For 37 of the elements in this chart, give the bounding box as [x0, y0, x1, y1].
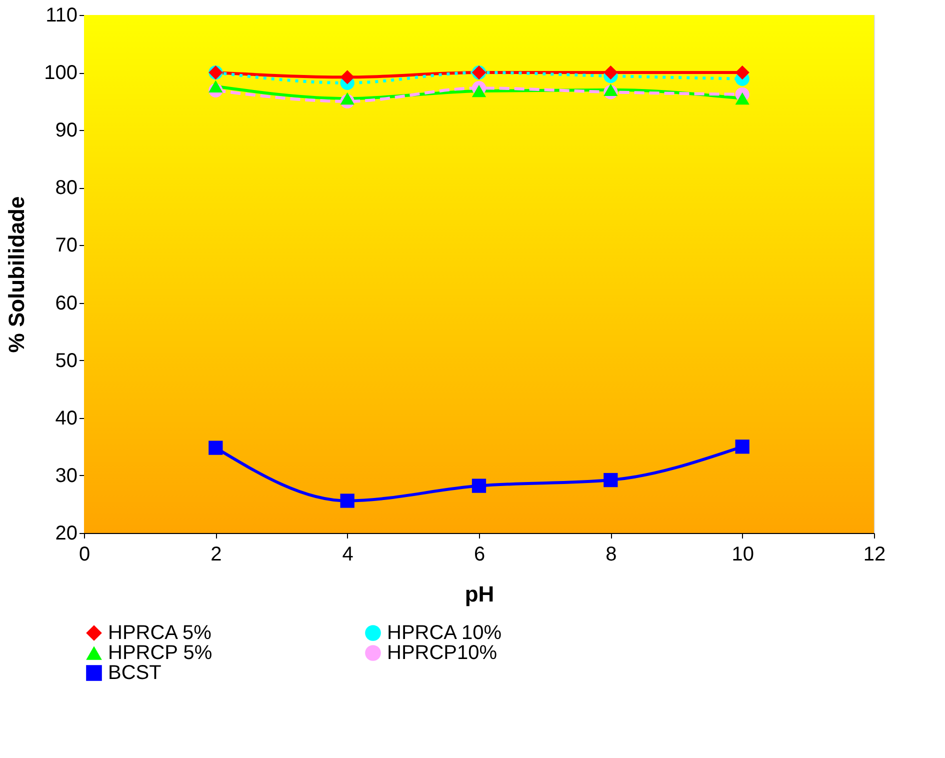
point: [340, 70, 354, 84]
point: [340, 92, 354, 105]
legend-label: HPRCA 10%: [387, 622, 502, 644]
point: [735, 440, 750, 454]
y-tick-label: 60: [55, 292, 78, 314]
y-tick-label: 110: [46, 4, 78, 26]
x-tick-label: 8: [606, 544, 617, 566]
legend-label: HPRCP 5%: [108, 642, 212, 664]
point: [340, 494, 354, 508]
legend-label: HPRCP10%: [387, 642, 498, 664]
legend-label: BCST: [108, 662, 162, 684]
x-tick-label: 0: [78, 544, 90, 566]
x-tick-label: 6: [474, 544, 486, 566]
point: [735, 65, 750, 80]
x-tick-label: 10: [732, 544, 754, 566]
x-axis-title: pH: [464, 582, 494, 606]
legend-label: HPRCA 5%: [108, 622, 212, 644]
y-tick-label: 100: [44, 62, 78, 84]
x-tick-label: 2: [210, 544, 222, 566]
point: [604, 65, 618, 80]
point: [208, 440, 223, 455]
y-tick-label: 80: [55, 177, 78, 200]
y-tick-label: 40: [55, 407, 78, 430]
point: [208, 80, 223, 92]
x-tick-label: 12: [863, 544, 886, 566]
y-tick-label: 20: [55, 522, 78, 544]
y-tick-label: 70: [55, 234, 78, 257]
point: [472, 478, 486, 493]
y-tick-label: 90: [55, 120, 78, 142]
y-tick-label: 50: [55, 350, 78, 372]
y-axis-title: % Solubilidade: [4, 196, 30, 353]
point: [604, 472, 618, 488]
point: [472, 84, 486, 98]
point: [604, 84, 618, 96]
x-tick-label: 4: [342, 544, 354, 566]
point: [735, 92, 750, 105]
y-tick-label: 30: [55, 464, 78, 487]
